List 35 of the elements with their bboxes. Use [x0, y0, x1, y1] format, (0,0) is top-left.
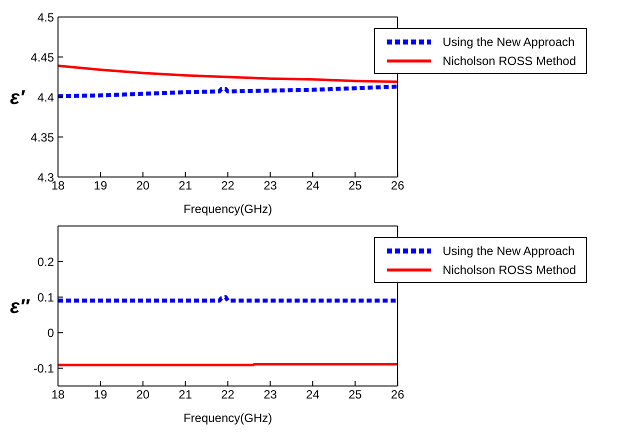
line-series [58, 64, 398, 84]
x-tick-label: 25 [348, 388, 362, 402]
x-tick-label: 26 [390, 388, 405, 402]
y-tick-label: 4.45 [30, 50, 54, 64]
x-tick-label: 22 [221, 388, 235, 402]
x-tick-label: 24 [306, 178, 320, 193]
y-tick-label: 4.35 [30, 130, 54, 144]
x-axis-title: Frequency(GHz) [183, 411, 272, 425]
y-tick-label: -0.1 [33, 361, 54, 376]
x-tick-label: 19 [94, 388, 108, 402]
x-tick-label: 21 [178, 178, 192, 193]
x-tick-label: 21 [178, 388, 192, 402]
x-tick-label: 23 [264, 178, 278, 193]
line-series [58, 84, 398, 98]
x-tick-label: 23 [264, 388, 278, 402]
x-tick-label: 26 [390, 178, 405, 193]
legend-label: Nicholson ROSS Method [442, 54, 576, 68]
x-tick-label: 18 [51, 388, 65, 402]
x-tick-label: 20 [136, 388, 150, 402]
x-tick-label: 25 [348, 178, 362, 193]
x-tick-label: 19 [94, 178, 108, 193]
legend-label: Nicholson ROSS Method [442, 262, 576, 276]
x-tick-label: 20 [136, 178, 150, 193]
y-axis-title: ε″ [10, 296, 31, 318]
y-tick-label: 0 [47, 326, 54, 340]
y-axis-title: ε′ [10, 87, 26, 110]
legend-label: Using the New Approach [442, 244, 575, 258]
y-tick-label: 4.4 [37, 90, 54, 104]
legend-label: Using the New Approach [442, 34, 575, 48]
x-tick-label: 24 [306, 388, 320, 402]
x-axis-title: Frequency(GHz) [183, 202, 272, 216]
y-tick-label: 4.5 [37, 10, 54, 24]
x-tick-label: 22 [221, 178, 235, 193]
y-tick-label: 0.1 [37, 290, 54, 304]
y-tick-label: 0.2 [37, 254, 54, 269]
